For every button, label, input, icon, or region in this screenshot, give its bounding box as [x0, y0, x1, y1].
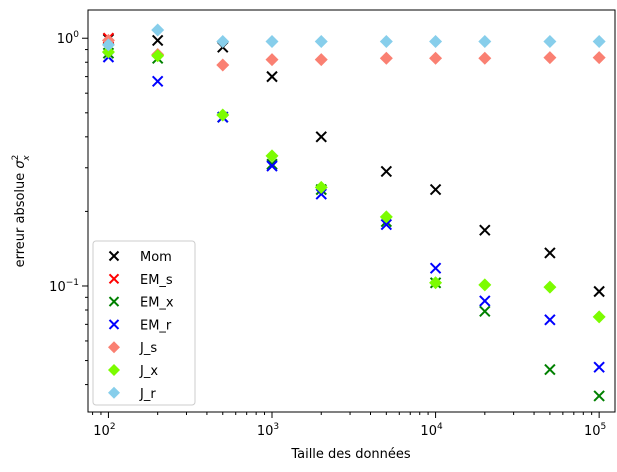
data-point-j-x [379, 210, 393, 224]
legend-label: J_x [139, 364, 158, 379]
x-tick-label: 103 [257, 422, 279, 439]
legend-marker-j-x [108, 364, 120, 376]
legend-label: EM_x [140, 296, 174, 311]
x-tick-label: 105 [584, 422, 606, 439]
data-point-j-s [429, 51, 443, 65]
y-tick-label: 10−1 [49, 278, 79, 295]
y-axis-ticks: 100 10−1 [49, 30, 88, 386]
legend: Mom EM_s EM_x EM_r J_s J_x J_r [92, 240, 196, 406]
data-point-mom [151, 34, 164, 47]
data-point-j-x [101, 45, 115, 59]
data-point-j-s [592, 51, 606, 65]
data-point-j-r [314, 35, 328, 49]
data-point-em-x [544, 363, 556, 376]
data-point-mom [479, 224, 491, 236]
data-point-j-x [216, 108, 230, 122]
data-point-j-x [314, 180, 328, 194]
data-point-j-s [314, 53, 328, 67]
data-point-j-s [543, 51, 557, 65]
data-point-em-x [593, 390, 605, 402]
legend-marker-em-r [108, 319, 120, 330]
data-point-em-r [380, 218, 393, 231]
data-point-j-r [101, 38, 115, 52]
data-point-j-x [151, 49, 165, 63]
data-point-em-r [593, 361, 605, 373]
data-point-j-r [379, 35, 393, 49]
data-point-em-r [479, 295, 491, 307]
data-point-j-s [265, 53, 279, 67]
data-point-em-r [544, 314, 556, 326]
data-point-j-r [543, 35, 557, 49]
data-point-mom [315, 131, 327, 143]
data-marks [101, 23, 606, 402]
data-point-j-s [478, 51, 492, 65]
y-tick-label: 100 [57, 30, 80, 47]
data-point-j-r [478, 35, 492, 49]
legend-label: EM_s [140, 273, 173, 288]
legend-label: J_r [139, 387, 156, 402]
data-point-em-r [429, 262, 442, 274]
data-point-j-r [592, 35, 606, 49]
data-point-mom [380, 165, 393, 178]
data-point-j-x [478, 278, 492, 292]
x-tick-label: 102 [93, 422, 115, 439]
x-tick-label: 104 [420, 422, 443, 439]
data-point-j-x [265, 149, 279, 163]
data-point-em-x [266, 158, 278, 170]
data-point-j-r [429, 35, 443, 49]
data-point-mom [593, 285, 605, 298]
data-point-mom [429, 183, 442, 196]
data-point-j-r [265, 35, 279, 49]
data-point-j-s [216, 58, 230, 72]
data-point-em-r [266, 160, 278, 172]
x-axis-label: Taille des données [290, 447, 411, 462]
data-point-em-r [151, 75, 164, 88]
legend-marker-j-r [108, 386, 120, 399]
legend-label: J_s [139, 341, 157, 356]
data-point-j-s [379, 51, 393, 65]
data-point-j-r [151, 23, 165, 37]
legend-marker-em-s [108, 273, 120, 285]
legend-label: Mom [140, 250, 172, 265]
data-point-j-r [216, 35, 230, 49]
legend-marker-em-x [108, 296, 120, 307]
x-axis-ticks: 102 103 104 105 [92, 412, 606, 439]
data-point-j-x [543, 280, 557, 294]
data-point-j-x [592, 310, 606, 324]
data-point-mom [266, 70, 278, 83]
legend-marker-j-s [108, 341, 120, 354]
legend-marker-mom [108, 250, 120, 262]
data-point-mom [544, 247, 556, 259]
y-axis-label: erreur absolue σ2x [11, 155, 32, 268]
data-point-j-x [429, 276, 443, 290]
data-point-em-x [479, 305, 491, 318]
legend-label: EM_r [140, 318, 172, 333]
data-point-em-r [315, 188, 327, 200]
